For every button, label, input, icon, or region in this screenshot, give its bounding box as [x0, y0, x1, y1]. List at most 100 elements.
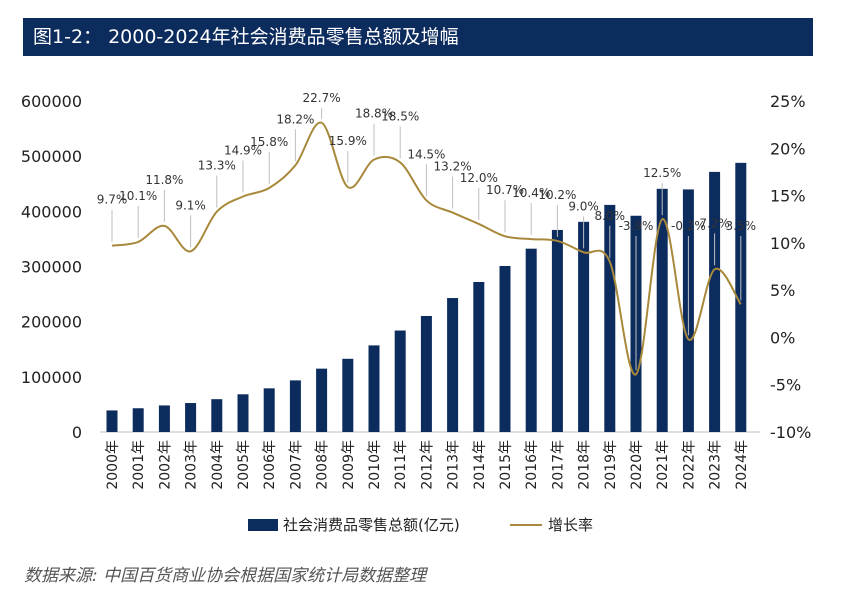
growth-data-label: 13.3%: [198, 159, 236, 173]
bar: [447, 298, 459, 432]
growth-data-label: -0.2%: [671, 219, 706, 233]
left-tick-label: 400000: [21, 202, 82, 221]
x-tick-label: 2003年: [184, 440, 200, 490]
left-axis: 0 100000 200000 300000 400000 500000 600000: [21, 92, 82, 442]
x-tick-label: 2006年: [262, 440, 278, 490]
left-tick-label: 0: [72, 423, 82, 442]
legend-bar-swatch: [248, 519, 278, 531]
growth-data-label: 18.2%: [276, 112, 314, 126]
right-tick-label: 25%: [770, 92, 806, 111]
growth-data-label: 8.0%: [595, 209, 626, 223]
right-tick-label: -5%: [770, 376, 801, 395]
chart-title-bar: 图1-2： 2000-2024年社会消费品零售总额及增幅: [23, 18, 813, 56]
bar: [158, 405, 170, 432]
x-tick-label: 2021年: [655, 440, 671, 490]
growth-data-label: 12.0%: [460, 171, 498, 185]
x-tick-label: 2023年: [708, 440, 724, 490]
right-axis: -10% -5% 0% 5% 10% 15% 20% 25%: [770, 92, 811, 442]
x-tick-label: 2017年: [550, 440, 566, 490]
right-tick-label: 0%: [770, 328, 795, 347]
growth-data-label: 10.7%: [486, 183, 524, 197]
right-tick-label: 10%: [770, 234, 806, 253]
left-tick-label: 500000: [21, 147, 82, 166]
right-tick-label: 20%: [770, 139, 806, 158]
x-tick-label: 2012年: [419, 440, 435, 490]
x-tick-label: 2009年: [341, 440, 357, 490]
x-tick-label: 2020年: [629, 440, 645, 490]
growth-data-label: 14.9%: [224, 144, 262, 158]
x-tick-label: 2015年: [498, 440, 514, 490]
bar: [394, 330, 406, 432]
legend-bar-label: 社会消费品零售总额(亿元): [283, 516, 460, 534]
growth-data-label: 18.5%: [381, 109, 419, 123]
right-tick-label: 5%: [770, 281, 795, 300]
growth-data-label: 10.1%: [119, 189, 157, 203]
bar: [525, 248, 537, 432]
left-tick-label: 100000: [21, 368, 82, 387]
x-tick-label: 2010年: [367, 440, 383, 490]
bar: [578, 221, 590, 432]
x-tick-label: 2005年: [236, 440, 252, 490]
bar: [185, 403, 197, 432]
growth-data-label: 14.5%: [407, 147, 445, 161]
left-tick-label: 300000: [21, 258, 82, 277]
growth-data-label: -3.9%: [619, 219, 654, 233]
source-note: 数据来源: 中国百货商业协会根据国家统计局数据整理: [24, 566, 427, 586]
growth-data-label: 15.9%: [329, 134, 367, 148]
growth-data-label: 9.7%: [97, 193, 128, 207]
bar: [656, 188, 668, 432]
bar: [499, 265, 511, 432]
growth-data-label: 9.0%: [568, 199, 599, 213]
bar: [211, 399, 223, 432]
right-tick-label: 15%: [770, 187, 806, 206]
growth-data-label: 10.2%: [538, 188, 576, 202]
x-tick-label: 2001年: [131, 440, 147, 490]
x-tick-label: 2018年: [577, 440, 593, 490]
bar: [473, 282, 485, 432]
growth-data-labels: 9.7%10.1% 11.8% 9.1% 13.3%14.9%15.8% 18.2% 22…: [97, 91, 756, 233]
legend-line-label: 增长率: [548, 516, 593, 534]
x-tick-label: 2014年: [472, 440, 488, 490]
bar: [316, 368, 328, 432]
bar: [368, 345, 380, 432]
left-tick-label: 200000: [21, 313, 82, 332]
left-tick-label: 600000: [21, 92, 82, 111]
x-tick-label: 2024年: [734, 440, 750, 490]
growth-data-label: 13.2%: [434, 160, 472, 174]
x-tick-label: 2004年: [210, 440, 226, 490]
x-axis-labels: 2000年 2001年 2002年 2003年 2004年 2005年 2006年 2007年…: [105, 440, 750, 490]
bar: [289, 380, 301, 432]
growth-data-label: 9.1%: [175, 198, 206, 212]
bar: [604, 204, 616, 432]
growth-data-label: 12.5%: [643, 166, 681, 180]
x-tick-label: 2007年: [288, 440, 304, 490]
x-tick-label: 2000年: [105, 440, 121, 490]
x-tick-label: 2002年: [157, 440, 173, 490]
x-tick-label: 2013年: [446, 440, 462, 490]
label-leader-lines: [111, 108, 742, 371]
growth-data-label: 22.7%: [303, 91, 341, 105]
growth-data-label: 10.4%: [512, 186, 550, 200]
x-tick-label: 2019年: [603, 440, 619, 490]
bar: [263, 388, 275, 432]
growth-data-label: 3.5%: [726, 219, 757, 233]
bar: [106, 410, 118, 432]
bar: [237, 394, 249, 432]
growth-data-label: 15.8%: [250, 135, 288, 149]
bar: [709, 171, 721, 433]
x-tick-label: 2016年: [524, 440, 540, 490]
x-tick-label: 2022年: [681, 440, 697, 490]
right-tick-label: -10%: [770, 423, 811, 442]
chart-title: 图1-2： 2000-2024年社会消费品零售总额及增幅: [33, 26, 459, 48]
x-tick-label: 2008年: [315, 440, 331, 490]
growth-line: [111, 121, 742, 376]
bar: [132, 408, 144, 432]
growth-data-label: 7.2%: [699, 216, 730, 230]
bar: [551, 229, 563, 432]
bar: [420, 315, 432, 432]
growth-data-label: 11.8%: [145, 173, 183, 187]
growth-data-label: 18.8%: [355, 107, 393, 121]
legend: 社会消费品零售总额(亿元) 增长率: [248, 516, 593, 534]
x-tick-label: 2011年: [393, 440, 409, 490]
